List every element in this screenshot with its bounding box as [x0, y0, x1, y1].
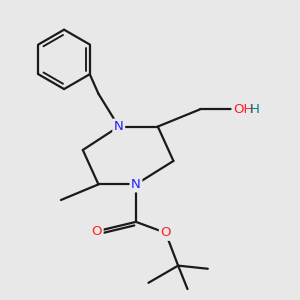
Text: N: N	[131, 178, 141, 191]
Text: H: H	[249, 103, 259, 116]
Text: OH: OH	[233, 103, 253, 116]
Text: O: O	[160, 226, 171, 239]
Text: N: N	[114, 120, 124, 133]
Text: O: O	[92, 225, 102, 238]
